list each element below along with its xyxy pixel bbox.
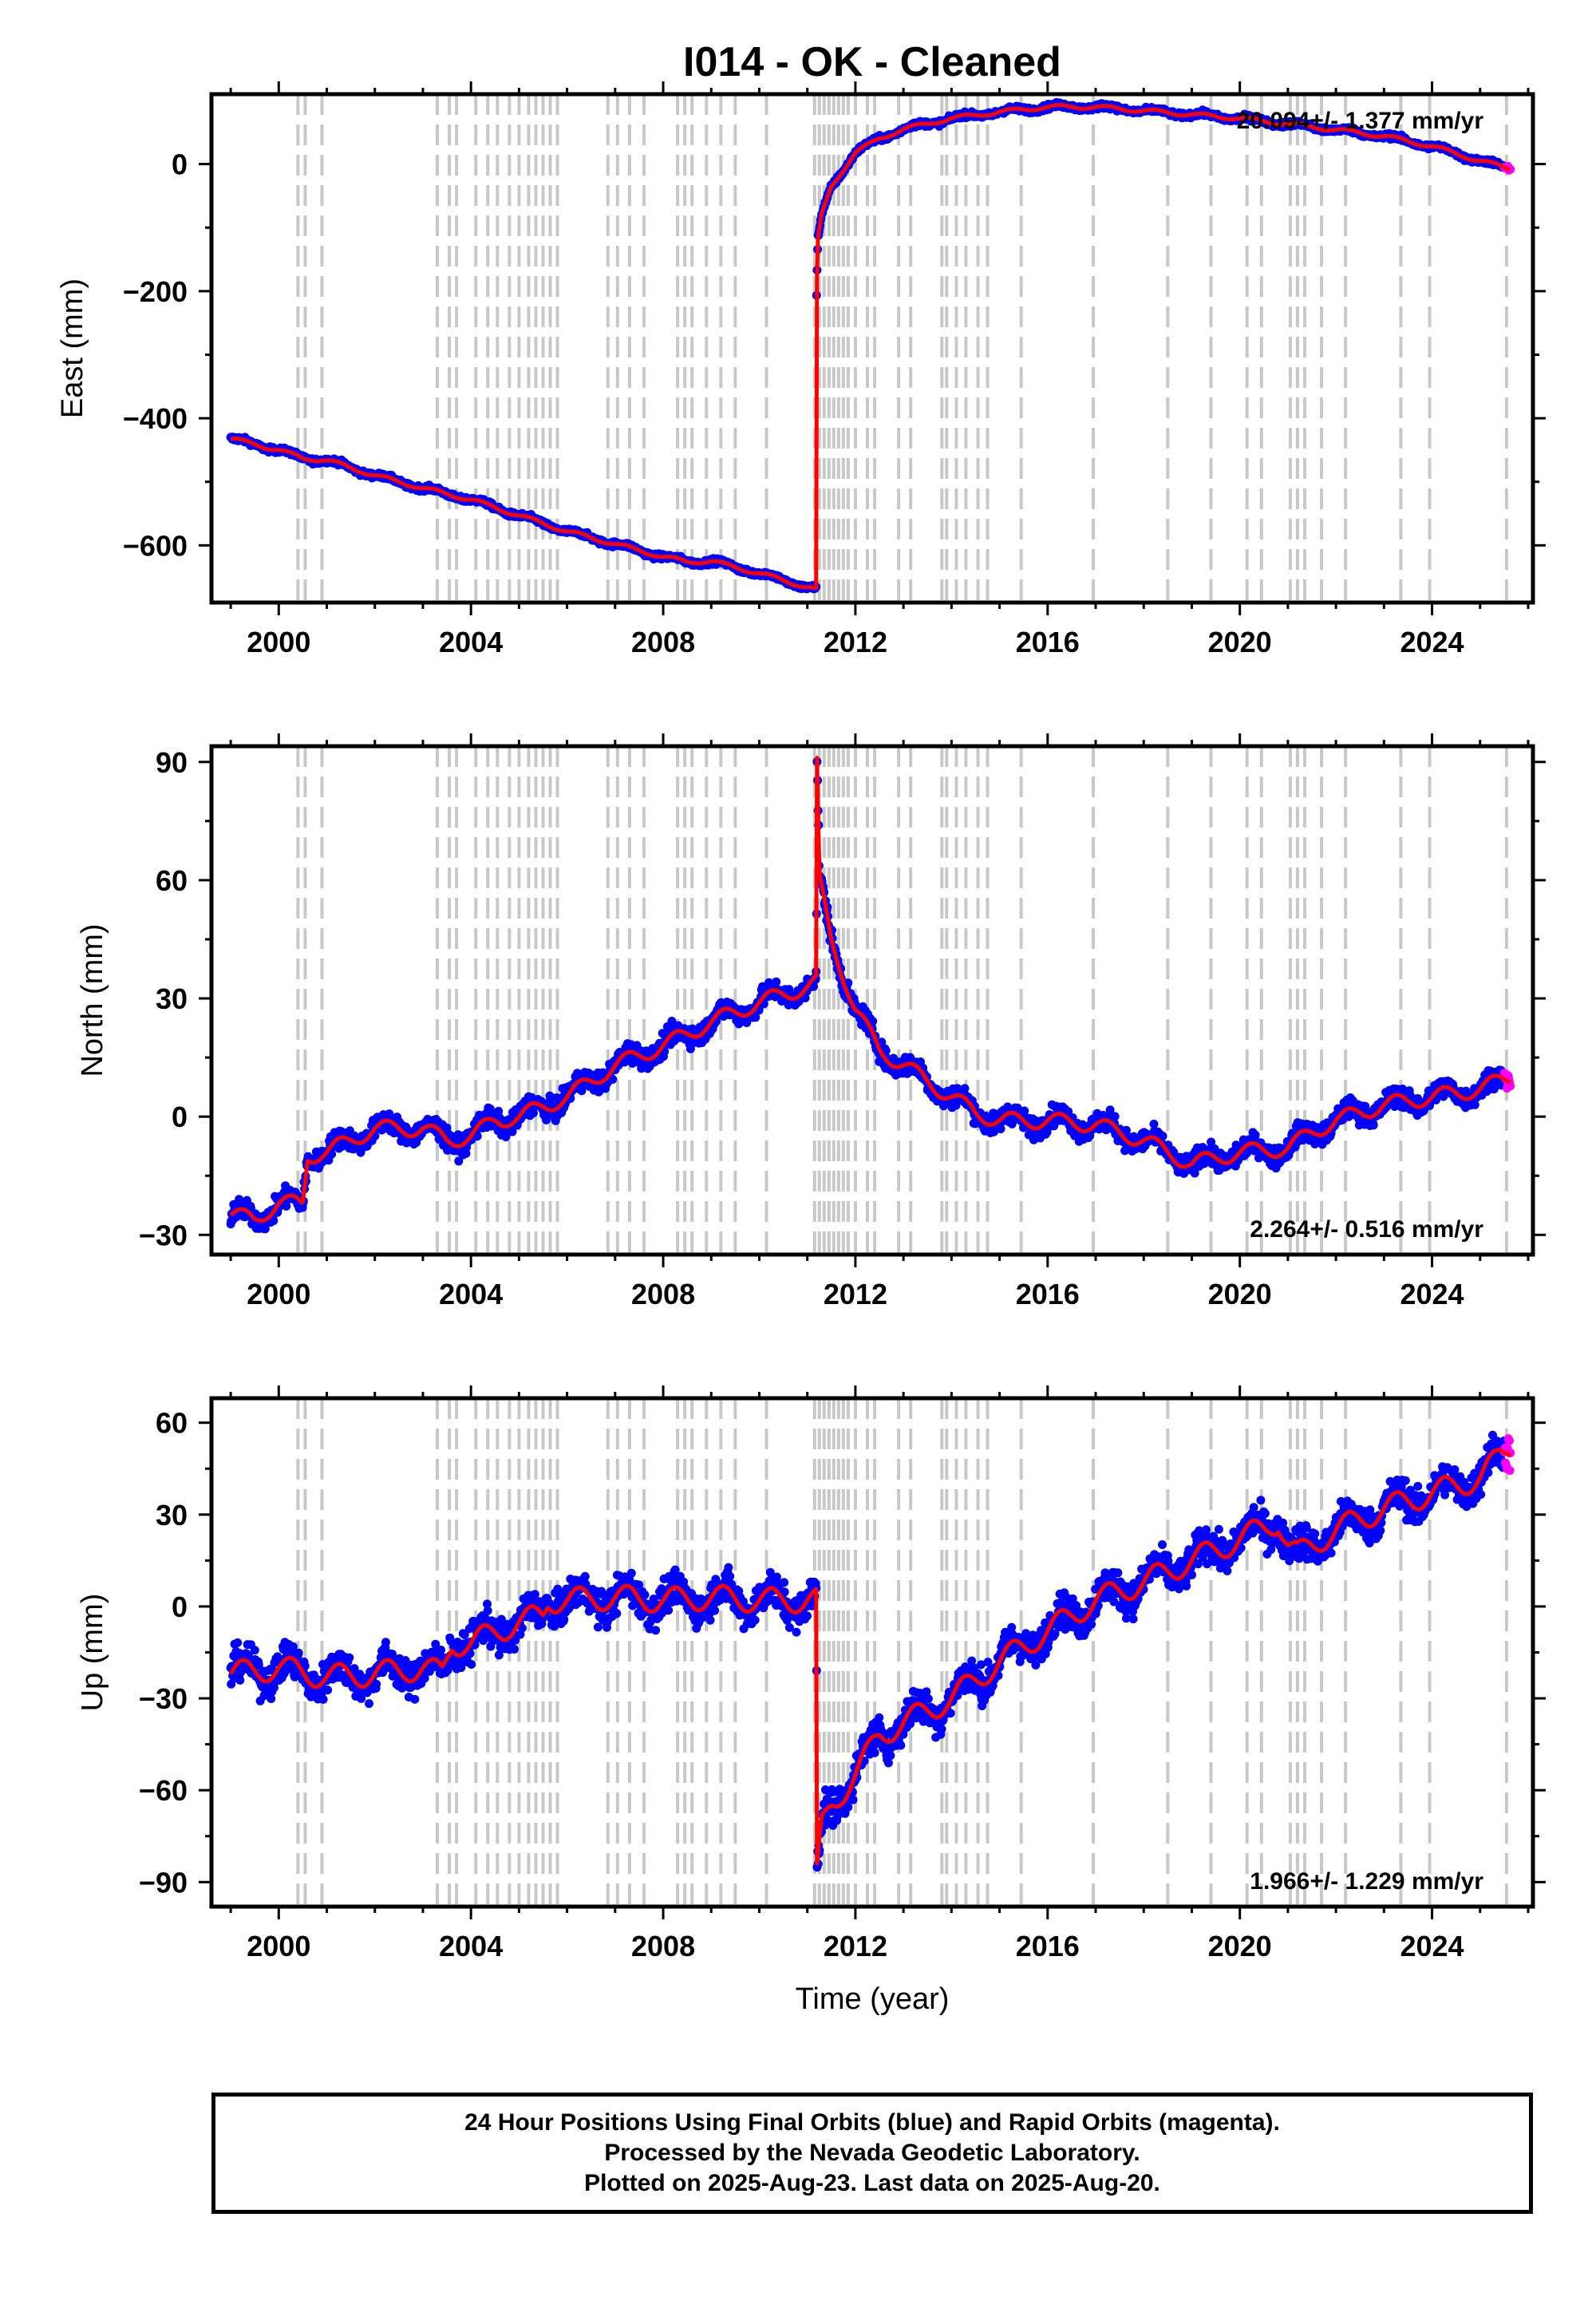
plot-frame	[209, 1396, 1535, 1909]
caption-line-3: Plotted on 2025-Aug-23. Last data on 202…	[584, 2170, 1160, 2196]
x-tick-label: 2024	[1400, 626, 1464, 658]
x-tick-label: 2000	[247, 1278, 310, 1310]
x-tick-label: 2000	[247, 626, 310, 658]
x-tick-label: 2016	[1016, 1930, 1080, 1962]
x-tick-label: 2012	[824, 1930, 887, 1962]
panel-east: 2000 2004 2008 2012 2016 2020 2024 0 −200 −400 −60…	[56, 81, 1546, 658]
x-tick-label: 2008	[631, 1278, 695, 1310]
panel-north: 2000 2004 2008 2012 2016 2020 2024 90 60 30 0 −30 No…	[76, 733, 1546, 1310]
model-fit-line	[229, 103, 1512, 591]
plot-frame	[209, 92, 1535, 605]
x-tick-label: 2004	[439, 1278, 503, 1310]
y-tick-label: −60	[139, 1774, 188, 1807]
x-tick-label: 2024	[1400, 1278, 1464, 1310]
chart-title: I014 - OK - Cleaned	[683, 39, 1061, 85]
x-tick-label: 2016	[1016, 626, 1080, 658]
panel-up: 2000 2004 2008 2012 2016 2020 2024 60 30 0 −30 −60 −…	[76, 1385, 1546, 2016]
y-tick-label: 30	[156, 982, 188, 1015]
rate-label: 2.264+/- 0.516 mm/yr	[1250, 1216, 1483, 1243]
caption-box: 24 Hour Positions Using Final Orbits (bl…	[211, 2093, 1533, 2214]
y-tick-label: 0	[172, 1101, 188, 1133]
model-fit-line	[229, 756, 1512, 1223]
x-tick-label: 2012	[824, 1278, 887, 1310]
y-tick-label: 90	[156, 746, 188, 779]
y-tick-label: −600	[123, 529, 188, 562]
x-tick-label: 2008	[631, 1930, 695, 1962]
y-tick-label: 30	[156, 1499, 188, 1531]
y-tick-label: 0	[172, 148, 188, 181]
y-tick-label: −200	[123, 275, 188, 308]
x-tick-label: 2024	[1400, 1930, 1464, 1962]
y-tick-label: −400	[123, 402, 188, 435]
x-tick-label: 2012	[824, 626, 887, 658]
y-tick-label: 60	[156, 1407, 188, 1440]
y-tick-label: −30	[139, 1682, 188, 1715]
y-axis-label: Up (mm)	[76, 1594, 109, 1712]
x-tick-label: 2008	[631, 626, 695, 658]
plot-area	[226, 94, 1515, 603]
plot-area	[226, 1398, 1515, 1907]
y-tick-label: −30	[139, 1219, 188, 1251]
x-tick-label: 2004	[439, 1930, 503, 1962]
plot-area	[226, 746, 1515, 1255]
x-tick-label: 2020	[1208, 1930, 1272, 1962]
y-axis-label: North (mm)	[76, 923, 109, 1077]
rate-label: 20.094+/- 1.377 mm/yr	[1237, 108, 1484, 134]
y-tick-label: 0	[172, 1591, 188, 1623]
x-tick-label: 2000	[247, 1930, 310, 1962]
caption-line-1: 24 Hour Positions Using Final Orbits (bl…	[464, 2109, 1280, 2136]
plot-frame	[209, 744, 1535, 1257]
rate-label: 1.966+/- 1.229 mm/yr	[1250, 1868, 1483, 1895]
y-axis-label: East (mm)	[56, 279, 89, 418]
x-tick-label: 2020	[1208, 626, 1272, 658]
x-tick-label: 2004	[439, 626, 503, 658]
x-tick-label: 2016	[1016, 1278, 1080, 1310]
x-axis-label: Time (year)	[796, 1982, 950, 2016]
x-tick-label: 2020	[1208, 1278, 1272, 1310]
model-fit-line	[228, 1448, 1512, 1866]
caption-line-2: Processed by the Nevada Geodetic Laborat…	[604, 2140, 1140, 2166]
y-tick-label: −90	[139, 1866, 188, 1899]
y-tick-label: 60	[156, 864, 188, 897]
